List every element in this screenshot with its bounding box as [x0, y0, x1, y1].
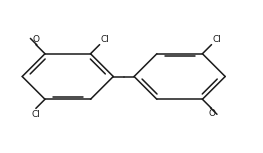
- Text: O: O: [32, 35, 39, 44]
- Text: Cl: Cl: [32, 110, 40, 119]
- Text: O: O: [208, 109, 215, 118]
- Text: Cl: Cl: [101, 35, 110, 44]
- Text: Cl: Cl: [213, 35, 222, 44]
